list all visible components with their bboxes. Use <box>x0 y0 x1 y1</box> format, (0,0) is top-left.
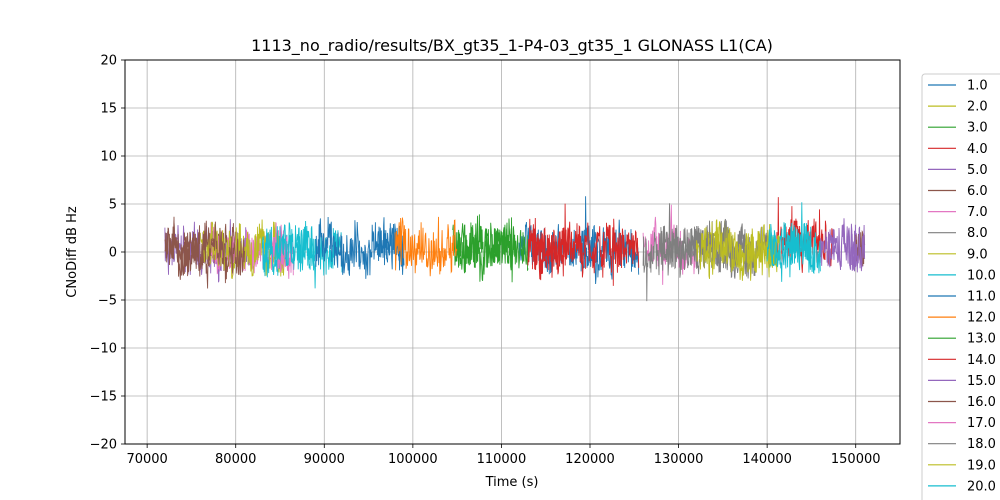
legend-label: 5.0 <box>967 163 988 178</box>
y-tick-label: 15 <box>100 102 117 117</box>
legend-label: 11.0 <box>967 290 996 305</box>
legend-label: 9.0 <box>967 247 988 262</box>
series-line-10.0 <box>261 220 343 289</box>
y-tick-label: 5 <box>109 198 117 213</box>
y-tick-label: −20 <box>90 438 117 453</box>
x-tick-label: 150000 <box>831 452 881 467</box>
legend-label: 6.0 <box>967 184 988 199</box>
legend-label: 4.0 <box>967 142 988 157</box>
series-line-11.0 <box>314 216 405 279</box>
legend-label: 16.0 <box>967 395 996 410</box>
x-tick-label: 70000 <box>126 452 167 467</box>
legend-label: 12.0 <box>967 311 996 326</box>
y-tick-label: −5 <box>98 294 117 309</box>
series-group <box>164 196 866 302</box>
x-tick-label: 120000 <box>565 452 615 467</box>
series-line-16.0 <box>164 216 246 284</box>
legend-label: 13.0 <box>967 332 996 347</box>
legend-label: 2.0 <box>967 100 988 115</box>
legend: 1.0 2.0 3.0 4.0 5.0 6.0 7.0 8.0 9.0 10.0 11.0 12.0 1… <box>921 73 1000 500</box>
legend-label: 7.0 <box>967 205 988 220</box>
series-line-19.0 <box>695 219 781 279</box>
legend-label: 19.0 <box>967 458 996 473</box>
y-tick-label: 10 <box>100 150 117 165</box>
x-tick-label: 100000 <box>388 452 438 467</box>
series-line-18.0 <box>642 203 750 302</box>
series-line-12.0 <box>394 216 458 277</box>
y-tick-label: −15 <box>90 390 117 405</box>
series-line-17.0 <box>270 233 294 279</box>
series-line-15.0 <box>828 223 866 272</box>
x-tick-label: 130000 <box>654 452 704 467</box>
legend-label: 15.0 <box>967 374 996 389</box>
legend-label: 10.0 <box>967 268 996 283</box>
y-tick-label: 0 <box>109 246 117 261</box>
x-tick-label: 110000 <box>477 452 527 467</box>
x-tick-label: 90000 <box>304 452 345 467</box>
legend-label: 1.0 <box>967 79 988 94</box>
legend-label: 18.0 <box>967 437 996 452</box>
legend-box <box>921 73 1000 500</box>
series-line-20.0 <box>261 224 316 276</box>
series-line-14.0 <box>531 203 569 277</box>
series-line-13.0 <box>456 214 516 271</box>
series-line-4.0 <box>585 218 640 286</box>
series-line-20.0 <box>766 223 821 282</box>
legend-label: 14.0 <box>967 353 996 368</box>
x-tick-label: 80000 <box>215 452 256 467</box>
x-tick-label: 140000 <box>742 452 792 467</box>
legend-label: 3.0 <box>967 121 988 136</box>
y-tick-label: 20 <box>100 54 117 69</box>
legend-label: 17.0 <box>967 416 996 431</box>
legend-label: 8.0 <box>967 226 988 241</box>
y-tick-label: −10 <box>90 342 117 357</box>
x-axis-label: Time (s) <box>485 475 539 490</box>
ticks: 70000 80000 90000 100000 110000 120000 130000 1… <box>90 54 881 468</box>
chart-title: 1113_no_radio/results/BX_gt35_1-P4-03_gt… <box>251 36 773 56</box>
legend-label: 20.0 <box>967 479 996 494</box>
y-axis-label: CNoDiff dB Hz <box>65 206 80 298</box>
